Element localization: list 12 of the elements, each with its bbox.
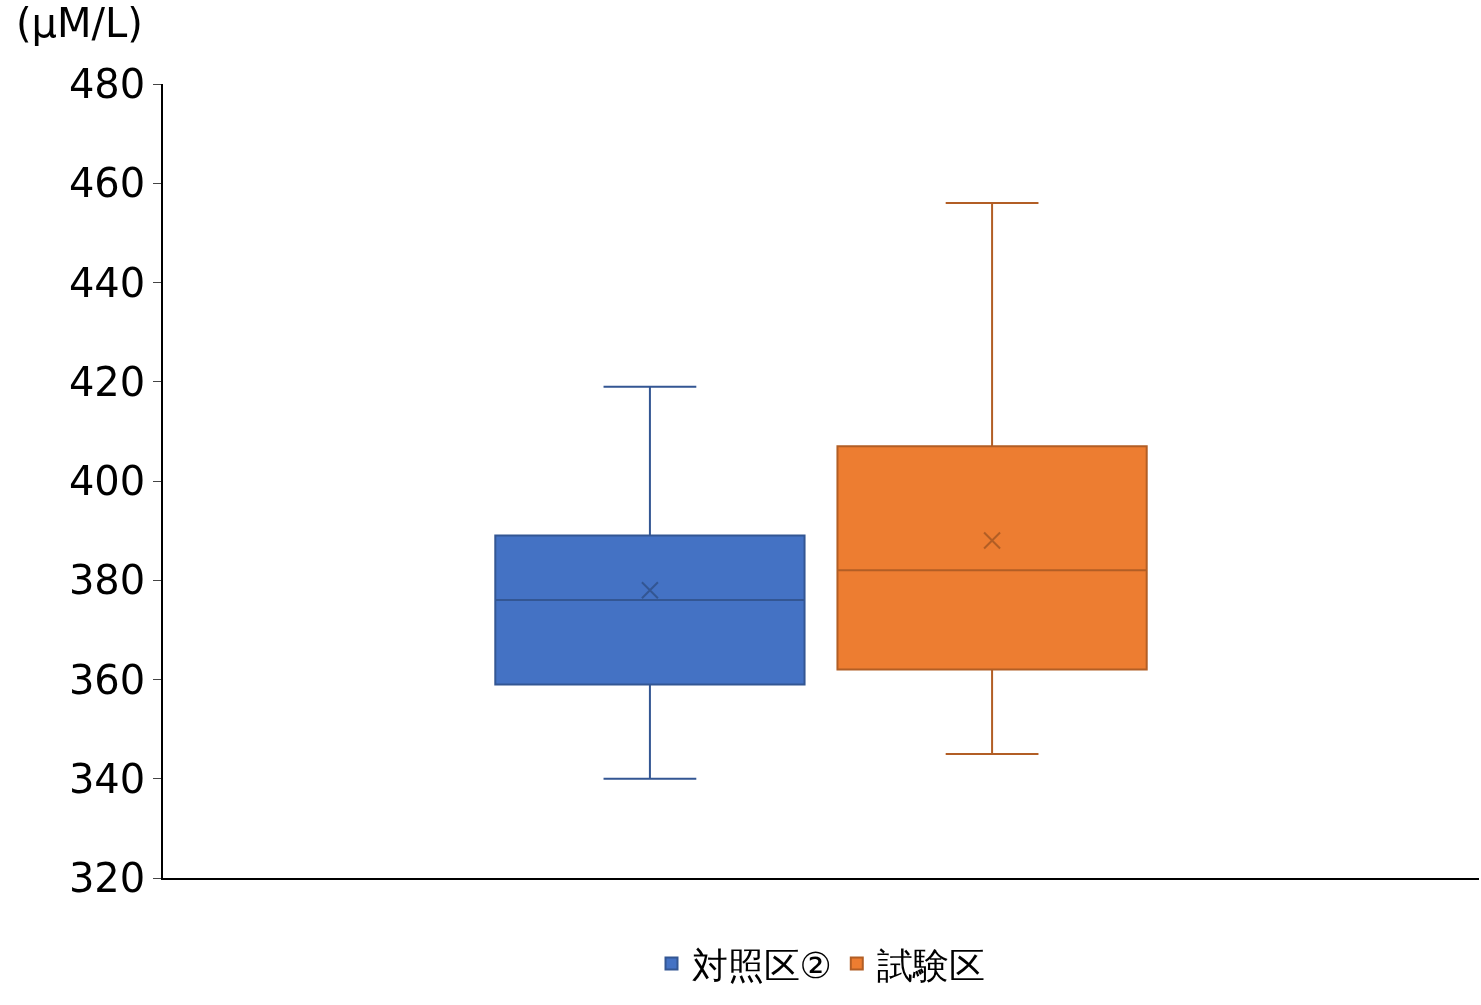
y-tick-label: 440 [68, 259, 146, 306]
legend-label: 試験区 [876, 944, 985, 986]
y-tick-label: 400 [68, 458, 146, 504]
y-tick-label: 460 [68, 160, 146, 207]
y-tick-label: 420 [68, 358, 146, 405]
y-tick-label: 340 [68, 755, 146, 802]
y-tick-label: 380 [68, 557, 146, 604]
legend-label: 対照区② [691, 944, 832, 986]
y-tick-label: 320 [68, 855, 146, 901]
y-tick-label: 360 [68, 656, 146, 703]
y-tick-label: 480 [68, 61, 146, 107]
y-axis-title: (μM/L) [16, 0, 143, 46]
